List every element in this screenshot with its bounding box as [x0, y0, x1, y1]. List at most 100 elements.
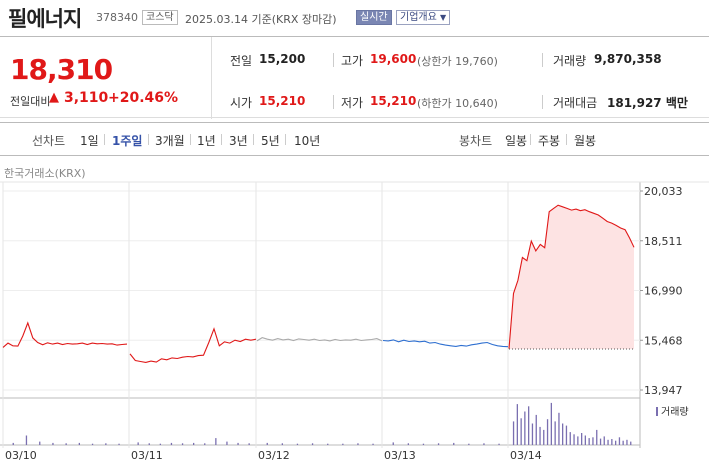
x-tick-label: 03/13 [384, 449, 416, 462]
company-info-dropdown[interactable]: 기업개요 ▼ [396, 10, 451, 25]
volume-bar [569, 432, 571, 445]
volume-bar [599, 438, 602, 446]
volume-bar [193, 442, 195, 445]
volume-bar [296, 443, 299, 445]
volume-bar [520, 418, 522, 445]
x-tick-label: 03/11 [131, 449, 163, 462]
volume-bar [611, 439, 613, 445]
volume-bar [618, 437, 621, 445]
volume-bar [372, 443, 374, 445]
change-percent: +20.46% [108, 90, 179, 106]
divider [285, 134, 286, 145]
volume-bar [577, 436, 579, 445]
low-value: 15,210 [370, 94, 417, 108]
tab-1y[interactable]: 1년 [197, 134, 216, 148]
volume-bar [118, 443, 120, 445]
price-line-03-11 [129, 327, 257, 363]
volume-bar [39, 441, 41, 445]
stock-code: 378340 [96, 11, 138, 24]
divider [530, 134, 531, 145]
market-badge: 코스닥 [142, 10, 178, 25]
volume-bar [12, 442, 14, 445]
divider [253, 134, 254, 145]
price-summary: 18,310 전일대비 ▲ 3,110 +20.46% 전일 15,200 고가… [0, 36, 709, 119]
volume-bar [215, 438, 217, 445]
price-line-03-12 [256, 336, 383, 342]
divider [333, 95, 334, 109]
open-label: 시가 [230, 96, 253, 110]
tab-monthly[interactable]: 월봉 [574, 134, 597, 148]
base-date: 2025.03.14 기준(KRX 장마감) [185, 13, 337, 26]
tab-daily[interactable]: 일봉 [505, 134, 528, 148]
volume-bar [584, 435, 586, 445]
volume-bar [626, 439, 628, 445]
volume-bar [237, 442, 239, 445]
y-tick-label: 18,511 [644, 235, 683, 248]
tab-10y[interactable]: 10년 [294, 134, 321, 148]
tab-3y[interactable]: 3년 [229, 134, 248, 148]
volume-bar [266, 442, 268, 445]
tab-weekly[interactable]: 주봉 [538, 134, 561, 148]
high-label: 고가 [341, 54, 364, 68]
volume-bar [498, 443, 500, 445]
divider [333, 53, 334, 67]
tab-5y[interactable]: 5년 [261, 134, 280, 148]
volume-bar [592, 437, 594, 445]
volume-bar [148, 443, 150, 445]
tab-1w[interactable]: 1주일 [112, 134, 143, 148]
amount-value: 181,927 백만 [607, 96, 688, 110]
realtime-button[interactable]: 실시간 [356, 10, 392, 25]
volume-bar [91, 443, 94, 445]
volume-bar [565, 425, 568, 445]
divider [566, 134, 567, 145]
volume-bar [535, 414, 537, 445]
volume-bar [342, 443, 344, 445]
tab-1d[interactable]: 1일 [80, 134, 99, 148]
upper-limit: (상한가 19,760) [417, 55, 498, 68]
current-price-box: 18,310 전일대비 ▲ 3,110 +20.46% [0, 37, 212, 119]
divider [104, 134, 105, 145]
volume-bar [581, 433, 583, 445]
volume-bar [453, 442, 455, 445]
price-area-fill [509, 205, 634, 350]
volume-bar [573, 434, 575, 446]
divider [542, 95, 543, 109]
volume-bar [357, 443, 359, 445]
price-line-03-10 [2, 321, 128, 348]
volume-bar [546, 419, 549, 445]
up-arrow-icon: ▲ [49, 90, 59, 105]
current-price: 18,310 [10, 53, 113, 86]
volume-bar [170, 442, 173, 445]
amount-label: 거래대금 [553, 96, 598, 110]
volume-bar [615, 440, 617, 445]
divider [148, 134, 149, 145]
volume-bar [105, 443, 107, 445]
line-chart-heading: 선차트 [32, 134, 66, 148]
x-tick-label: 03/14 [510, 449, 542, 462]
stock-name: 필에너지 [8, 7, 82, 31]
volume-bar [407, 443, 409, 445]
volume-bar [181, 443, 184, 445]
volume-bar [248, 443, 250, 445]
volume-bar [226, 441, 228, 445]
x-tick-label: 03/10 [5, 449, 37, 462]
volume-bar [468, 443, 470, 445]
volume-bar [65, 443, 67, 445]
tab-3m[interactable]: 3개월 [155, 134, 185, 148]
volume-bar [630, 441, 632, 445]
y-tick-label: 13,947 [644, 384, 683, 397]
divider [221, 134, 222, 145]
volume-bar [159, 443, 161, 445]
volume-bar [52, 442, 54, 445]
y-tick-label: 15,468 [644, 334, 683, 347]
volume-bar [554, 421, 556, 446]
volume-bar [596, 429, 598, 445]
volume-bar [25, 435, 28, 445]
volume-bar [392, 442, 394, 445]
volume-bar [422, 443, 425, 445]
volume-bar [311, 443, 314, 445]
high-value: 19,600 [370, 52, 417, 66]
price-line-03-14 [508, 204, 635, 349]
volume-legend-swatch [656, 407, 658, 416]
volume-bar [516, 404, 518, 445]
